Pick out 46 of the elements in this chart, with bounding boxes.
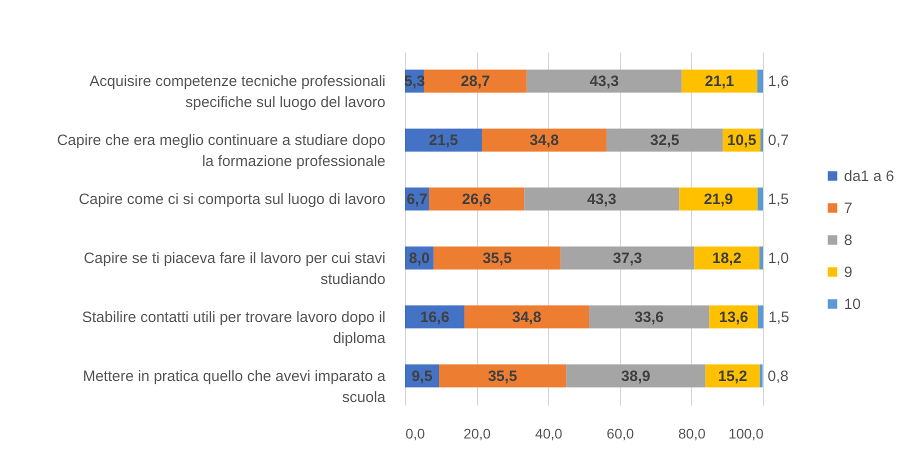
data-label: 34,8 <box>512 308 542 326</box>
y-tick-label: Capire che era meglio continuare a studiare dopo la formazione professionale <box>56 132 386 170</box>
x-tick-label: 100,0 <box>728 426 764 442</box>
x-tick-label: 0,0 <box>406 426 426 442</box>
data-label: 1,5 <box>768 191 789 208</box>
x-tick-label: 40,0 <box>535 426 563 442</box>
data-label: 13,6 <box>719 308 748 326</box>
data-label: 1,0 <box>768 250 789 267</box>
data-label: 18,2 <box>712 250 742 267</box>
x-tick-label: 80,0 <box>678 426 706 442</box>
y-tick-label: Capire come ci si comporta sul luogo di lavoro <box>78 191 386 208</box>
data-label: 21,9 <box>704 191 734 208</box>
legend-label: 9 <box>844 264 852 281</box>
data-label: 33,6 <box>634 308 664 326</box>
data-label: 0,8 <box>768 368 788 385</box>
data-label: 43,3 <box>590 73 619 90</box>
data-label: 35,5 <box>488 368 518 385</box>
data-label: 6,7 <box>406 191 428 208</box>
data-label: 16,6 <box>420 308 450 326</box>
y-tick-label: Capire se ti piaceva fare il lavoro per cui stavi studiando <box>84 250 386 288</box>
x-tick-label: 60,0 <box>606 426 634 442</box>
data-label: 1,6 <box>768 73 789 90</box>
data-label: 34,8 <box>530 132 559 150</box>
data-label: 32,5 <box>650 132 680 150</box>
y-tick-label: Stabilire contatti utili per trovare lavoro dopo il diploma <box>82 308 386 347</box>
legend-label: 7 <box>844 200 852 217</box>
data-label: 43,3 <box>587 191 616 208</box>
x-tick-label: 20,0 <box>463 426 491 442</box>
legend-label: da1 a 6 <box>844 168 894 185</box>
data-label: 35,5 <box>482 250 512 267</box>
data-label: 10,5 <box>727 132 756 150</box>
data-label: 37,3 <box>612 250 642 267</box>
legend-label: 8 <box>844 232 852 249</box>
data-label: 21,1 <box>704 73 734 90</box>
data-label: 21,5 <box>428 132 458 150</box>
y-tick-label: Mettere in pratica quello che avevi imparato a scuola <box>82 368 386 406</box>
data-label: 8,0 <box>408 250 430 267</box>
data-label: 38,9 <box>621 368 650 385</box>
data-label: 15,2 <box>718 368 748 385</box>
data-label: 9,5 <box>412 368 432 385</box>
y-tick-label: Acquisire competenze tecniche professionali specifiche sul luogo del lavoro <box>90 73 386 112</box>
data-label: 0,7 <box>768 132 789 150</box>
data-label: 26,6 <box>462 191 492 208</box>
data-label: 28,7 <box>460 73 490 90</box>
data-label: 1,5 <box>768 308 790 326</box>
legend-label: 10 <box>844 296 861 313</box>
